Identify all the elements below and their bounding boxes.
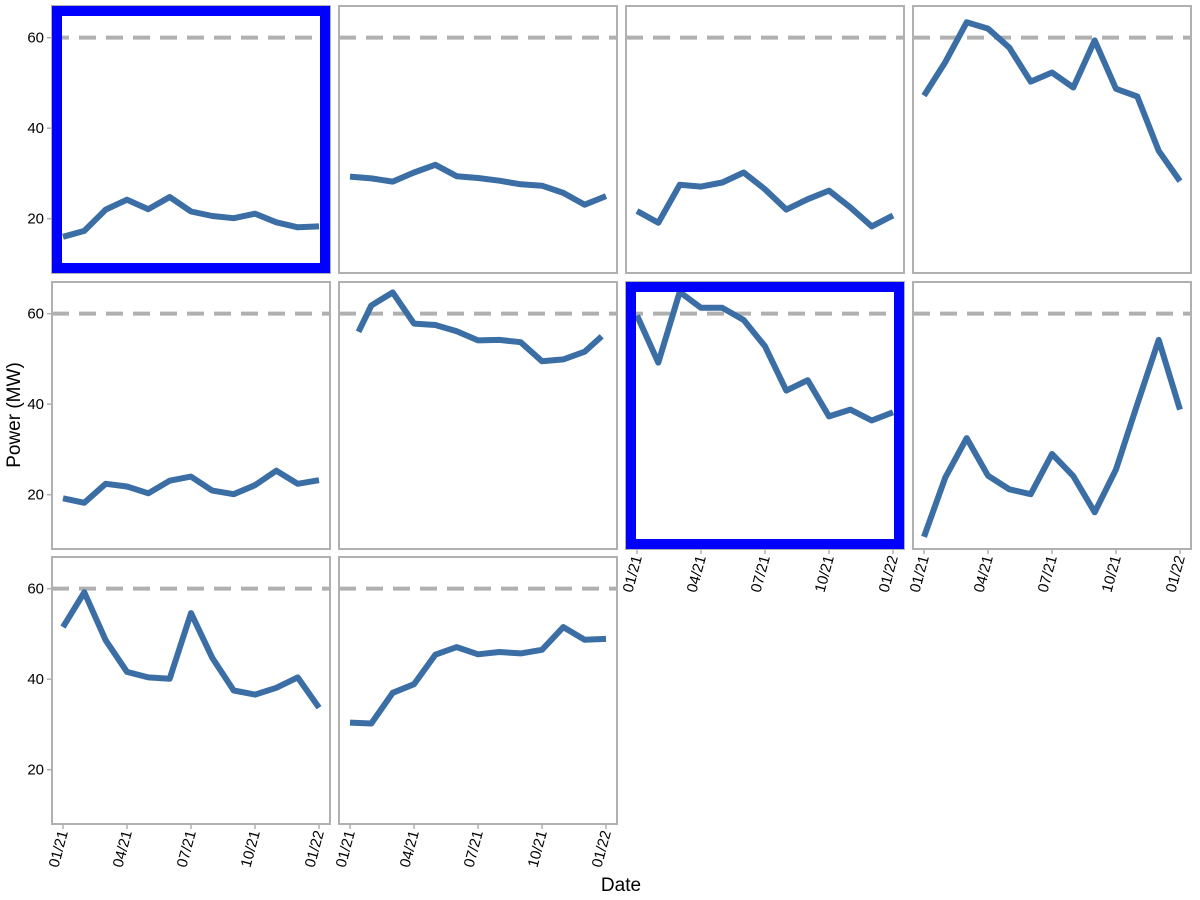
x-tick-label: 10/21	[812, 554, 838, 595]
series-line	[635, 169, 895, 230]
x-tick-label: 01/21	[46, 829, 72, 870]
series-line	[921, 336, 1183, 538]
y-tick-label: 40	[27, 120, 44, 137]
panel-frame	[338, 556, 618, 825]
panel-frame	[51, 5, 331, 274]
x-tick-label: 01/22	[302, 829, 328, 870]
series-line	[60, 589, 322, 710]
series-line	[349, 624, 607, 727]
x-tick-label: 01/21	[620, 554, 646, 595]
y-tick-label: 20	[27, 762, 44, 779]
x-tick-label: 10/21	[238, 829, 264, 870]
x-tick-label: 07/21	[461, 829, 487, 870]
y-tick-label: 60	[27, 30, 44, 47]
facet-panel	[51, 556, 331, 825]
panel-frame	[51, 281, 331, 550]
facet-panel	[51, 281, 331, 550]
y-tick-label: 60	[27, 581, 44, 598]
x-tick-label: 07/21	[174, 829, 200, 870]
facet-panel	[912, 5, 1192, 274]
facet-panel	[625, 281, 905, 550]
highlight-box	[52, 6, 330, 273]
series-line	[355, 289, 604, 365]
x-tick-label: 04/21	[971, 554, 997, 595]
panel-grid	[51, 5, 1192, 825]
facet-panel	[625, 5, 905, 274]
facet-panel	[338, 5, 618, 274]
facet-panel	[338, 556, 618, 825]
y-tick-label: 40	[27, 671, 44, 688]
x-tick-label: 10/21	[1099, 554, 1125, 595]
x-tick-label: 07/21	[748, 554, 774, 595]
y-tick-label: 20	[27, 487, 44, 504]
series-line	[62, 467, 320, 506]
x-tick-label: 01/22	[1163, 554, 1189, 595]
y-axis-title: Power (MW)	[4, 362, 25, 468]
axes-layer: 20 40 60 20 40 60 20 40 60 01/21 04/21 07/21 10/21 01…	[27, 30, 1189, 870]
panel-frame	[912, 5, 1192, 274]
x-tick-label: 04/21	[397, 829, 423, 870]
x-tick-label: 01/21	[333, 829, 359, 870]
y-tick-label: 20	[27, 211, 44, 228]
facet-panel	[912, 281, 1192, 550]
x-tick-label: 10/21	[525, 829, 551, 870]
facet-panel	[51, 5, 331, 274]
panel-frame	[912, 281, 1192, 550]
x-tick-label: 01/22	[589, 829, 615, 870]
x-tick-label: 04/21	[110, 829, 136, 870]
facet-panel	[338, 281, 618, 550]
panel-frame	[51, 556, 331, 825]
series-line	[921, 19, 1183, 183]
y-tick-label: 60	[27, 306, 44, 323]
highlight-box	[626, 282, 904, 549]
x-tick-label: 07/21	[1035, 554, 1061, 595]
panel-frame	[625, 5, 905, 274]
y-tick-label: 40	[27, 396, 44, 413]
series-line	[349, 161, 608, 208]
panel-frame	[338, 5, 618, 274]
x-tick-label: 01/22	[876, 554, 902, 595]
x-tick-label: 04/21	[684, 554, 710, 595]
x-tick-label: 01/21	[907, 554, 933, 595]
panel-frame	[338, 281, 618, 550]
x-axis-title: Date	[601, 875, 641, 896]
series-line	[62, 194, 320, 240]
